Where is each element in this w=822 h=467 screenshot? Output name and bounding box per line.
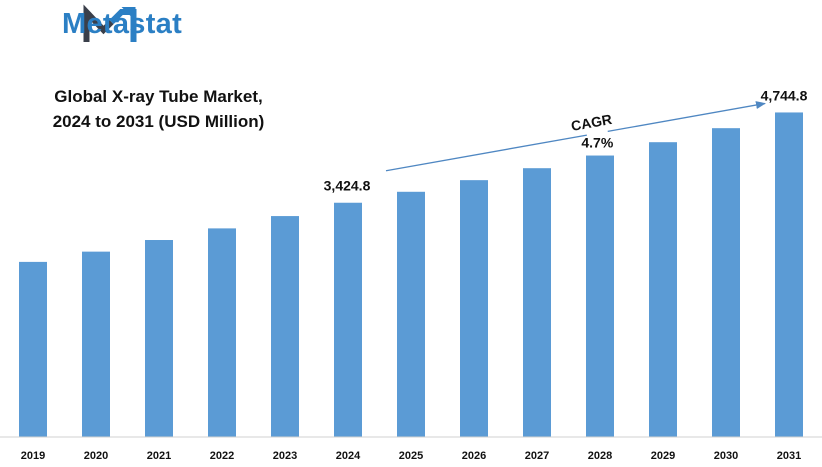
metastat-logo-icon — [83, 4, 137, 42]
x-tick-label-2027: 2027 — [525, 450, 549, 462]
bar-2026 — [460, 180, 488, 437]
bar-2025 — [397, 191, 425, 437]
x-tick-label-2023: 2023 — [273, 450, 297, 462]
brand-name: Metastat — [62, 8, 183, 40]
chart-title-line-2: 2024 to 2031 (USD Million) — [52, 112, 265, 131]
bar-2029 — [649, 142, 677, 438]
bar-2028 — [586, 155, 614, 437]
bar-2031 — [775, 112, 803, 437]
x-tick-label-2021: 2021 — [147, 450, 171, 462]
x-tick-label-2029: 2029 — [651, 450, 675, 462]
x-axis-tick-labels: 2019 2020 2021 2022 2023 2024 2025 2026 2027 2028… — [21, 450, 801, 462]
x-tick-label-2030: 2030 — [714, 450, 738, 462]
bar-2022 — [208, 228, 236, 437]
data-label-2024: 3,424.8 — [324, 178, 371, 194]
x-tick-label-2025: 2025 — [399, 450, 423, 462]
data-labels: 3,424.8 4,744.8 — [324, 87, 808, 193]
x-tick-label-2031: 2031 — [777, 450, 801, 462]
bars — [19, 112, 803, 438]
x-tick-label-2019: 2019 — [21, 450, 45, 462]
cagr-arrow-line-end — [607, 101, 766, 133]
x-tick-label-2026: 2026 — [462, 450, 486, 462]
cagr-label: CAGR — [570, 111, 613, 134]
bar-2019 — [19, 261, 47, 437]
x-tick-label-2020: 2020 — [84, 450, 108, 462]
bar-2030 — [712, 128, 740, 437]
chart-title-line-1: Global X-ray Tube Market, — [54, 87, 263, 106]
x-tick-label-2028: 2028 — [588, 450, 612, 462]
chart-title: Global X-ray Tube Market, 2024 to 2031 (… — [26, 84, 291, 134]
bar-2027 — [523, 168, 551, 438]
bar-2020 — [82, 251, 110, 437]
data-label-2031: 4,744.8 — [761, 87, 808, 103]
x-tick-label-2024: 2024 — [336, 450, 361, 462]
bar-2021 — [145, 240, 173, 437]
bar-2024 — [334, 202, 362, 437]
bar-2023 — [271, 216, 299, 437]
cagr-arrow-line-start — [385, 134, 587, 172]
x-tick-label-2022: 2022 — [210, 450, 234, 462]
cagr-value: 4.7% — [581, 134, 613, 150]
